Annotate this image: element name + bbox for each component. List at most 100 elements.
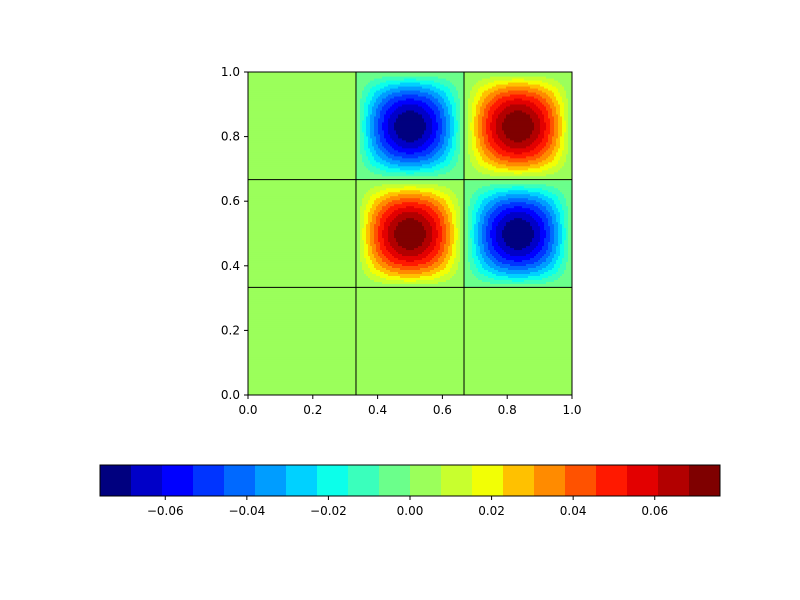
contour-band bbox=[546, 207, 553, 211]
contour-band bbox=[360, 225, 365, 229]
contour-band bbox=[378, 123, 383, 127]
contour-band bbox=[470, 125, 475, 129]
contour-band bbox=[426, 217, 435, 221]
contour-band bbox=[506, 221, 531, 225]
contour-band bbox=[496, 131, 505, 135]
contour-band bbox=[436, 151, 445, 155]
contour-band bbox=[456, 209, 461, 213]
contour-band bbox=[464, 263, 471, 266]
contour-band bbox=[506, 207, 531, 211]
contour-band bbox=[364, 211, 369, 215]
contour-band bbox=[248, 225, 361, 229]
contour-band bbox=[468, 115, 473, 119]
colorbar-tick-label: −0.02 bbox=[310, 504, 347, 518]
contour-band bbox=[566, 123, 569, 127]
contour-band bbox=[468, 129, 473, 133]
contour-band bbox=[562, 191, 572, 195]
contour-band bbox=[564, 85, 572, 89]
contour-band bbox=[476, 91, 483, 95]
contour-band bbox=[452, 157, 459, 161]
contour-band bbox=[386, 153, 395, 157]
contour-band bbox=[428, 211, 437, 215]
contour-band bbox=[474, 229, 479, 233]
contour-band bbox=[568, 123, 572, 127]
contour-band bbox=[442, 143, 449, 147]
contour-band bbox=[356, 83, 367, 87]
contour-band bbox=[248, 75, 357, 79]
contour-band bbox=[426, 231, 433, 235]
contour-band bbox=[248, 355, 572, 358]
contour-band bbox=[364, 141, 369, 145]
contour-band bbox=[538, 205, 547, 209]
contour-band bbox=[248, 287, 572, 290]
contour-band bbox=[392, 265, 429, 268]
contour-band bbox=[370, 243, 377, 247]
contour-band bbox=[248, 189, 369, 193]
contour-band bbox=[534, 255, 543, 259]
contour-band bbox=[388, 131, 397, 135]
contour-band bbox=[490, 127, 497, 131]
contour-band bbox=[564, 253, 569, 257]
contour-band bbox=[476, 253, 483, 257]
contour-band bbox=[366, 191, 377, 195]
contour-band bbox=[372, 139, 377, 143]
contour-band bbox=[486, 253, 493, 257]
contour-band bbox=[364, 133, 367, 137]
contour-band bbox=[468, 219, 473, 223]
contour-band bbox=[456, 103, 461, 107]
contour-band bbox=[370, 123, 375, 127]
contour-band bbox=[362, 233, 367, 237]
contour-band bbox=[356, 103, 361, 107]
contour-band bbox=[468, 117, 473, 121]
contour-band bbox=[450, 129, 455, 133]
contour-band bbox=[464, 221, 469, 225]
contour-band bbox=[476, 215, 481, 219]
contour-band bbox=[360, 137, 365, 141]
contour-band bbox=[380, 219, 387, 223]
contour-band bbox=[456, 145, 461, 149]
contour-band bbox=[386, 159, 401, 163]
contour-band bbox=[356, 147, 361, 151]
contour-band bbox=[454, 149, 461, 153]
contour-band bbox=[464, 245, 469, 249]
contour-band bbox=[248, 357, 572, 360]
contour-band bbox=[538, 143, 547, 147]
contour-band bbox=[536, 253, 545, 257]
contour-band bbox=[360, 113, 365, 117]
contour-band bbox=[386, 95, 395, 99]
contour-band bbox=[450, 237, 455, 241]
contour-band bbox=[382, 215, 389, 219]
contour-band bbox=[464, 109, 469, 113]
contour-band bbox=[546, 125, 551, 129]
contour-band bbox=[434, 255, 441, 259]
contour-band bbox=[554, 237, 559, 241]
contour-band bbox=[388, 227, 397, 231]
contour-band bbox=[248, 115, 357, 119]
contour-band bbox=[446, 229, 451, 233]
contour-band bbox=[362, 127, 367, 131]
contour-band bbox=[452, 145, 457, 149]
contour-band bbox=[458, 237, 461, 241]
contour-band bbox=[538, 259, 547, 263]
contour-band bbox=[432, 93, 441, 97]
contour-band bbox=[538, 243, 545, 247]
contour-band bbox=[442, 145, 447, 149]
contour-band bbox=[382, 123, 389, 127]
contour-band bbox=[380, 111, 387, 115]
contour-band bbox=[562, 229, 567, 233]
contour-band bbox=[356, 97, 361, 101]
contour-band bbox=[460, 143, 465, 147]
contour-band bbox=[362, 89, 371, 93]
contour-band bbox=[248, 221, 361, 225]
contour-band bbox=[454, 117, 457, 121]
contour-band bbox=[380, 93, 389, 97]
contour-band bbox=[554, 119, 559, 123]
contour-band bbox=[546, 215, 553, 219]
contour-band bbox=[464, 87, 473, 91]
contour-band bbox=[490, 265, 501, 268]
contour-band bbox=[368, 253, 375, 257]
contour-band bbox=[248, 129, 357, 133]
contour-band bbox=[248, 315, 572, 318]
contour-band bbox=[548, 109, 553, 113]
contour-band bbox=[556, 95, 563, 99]
